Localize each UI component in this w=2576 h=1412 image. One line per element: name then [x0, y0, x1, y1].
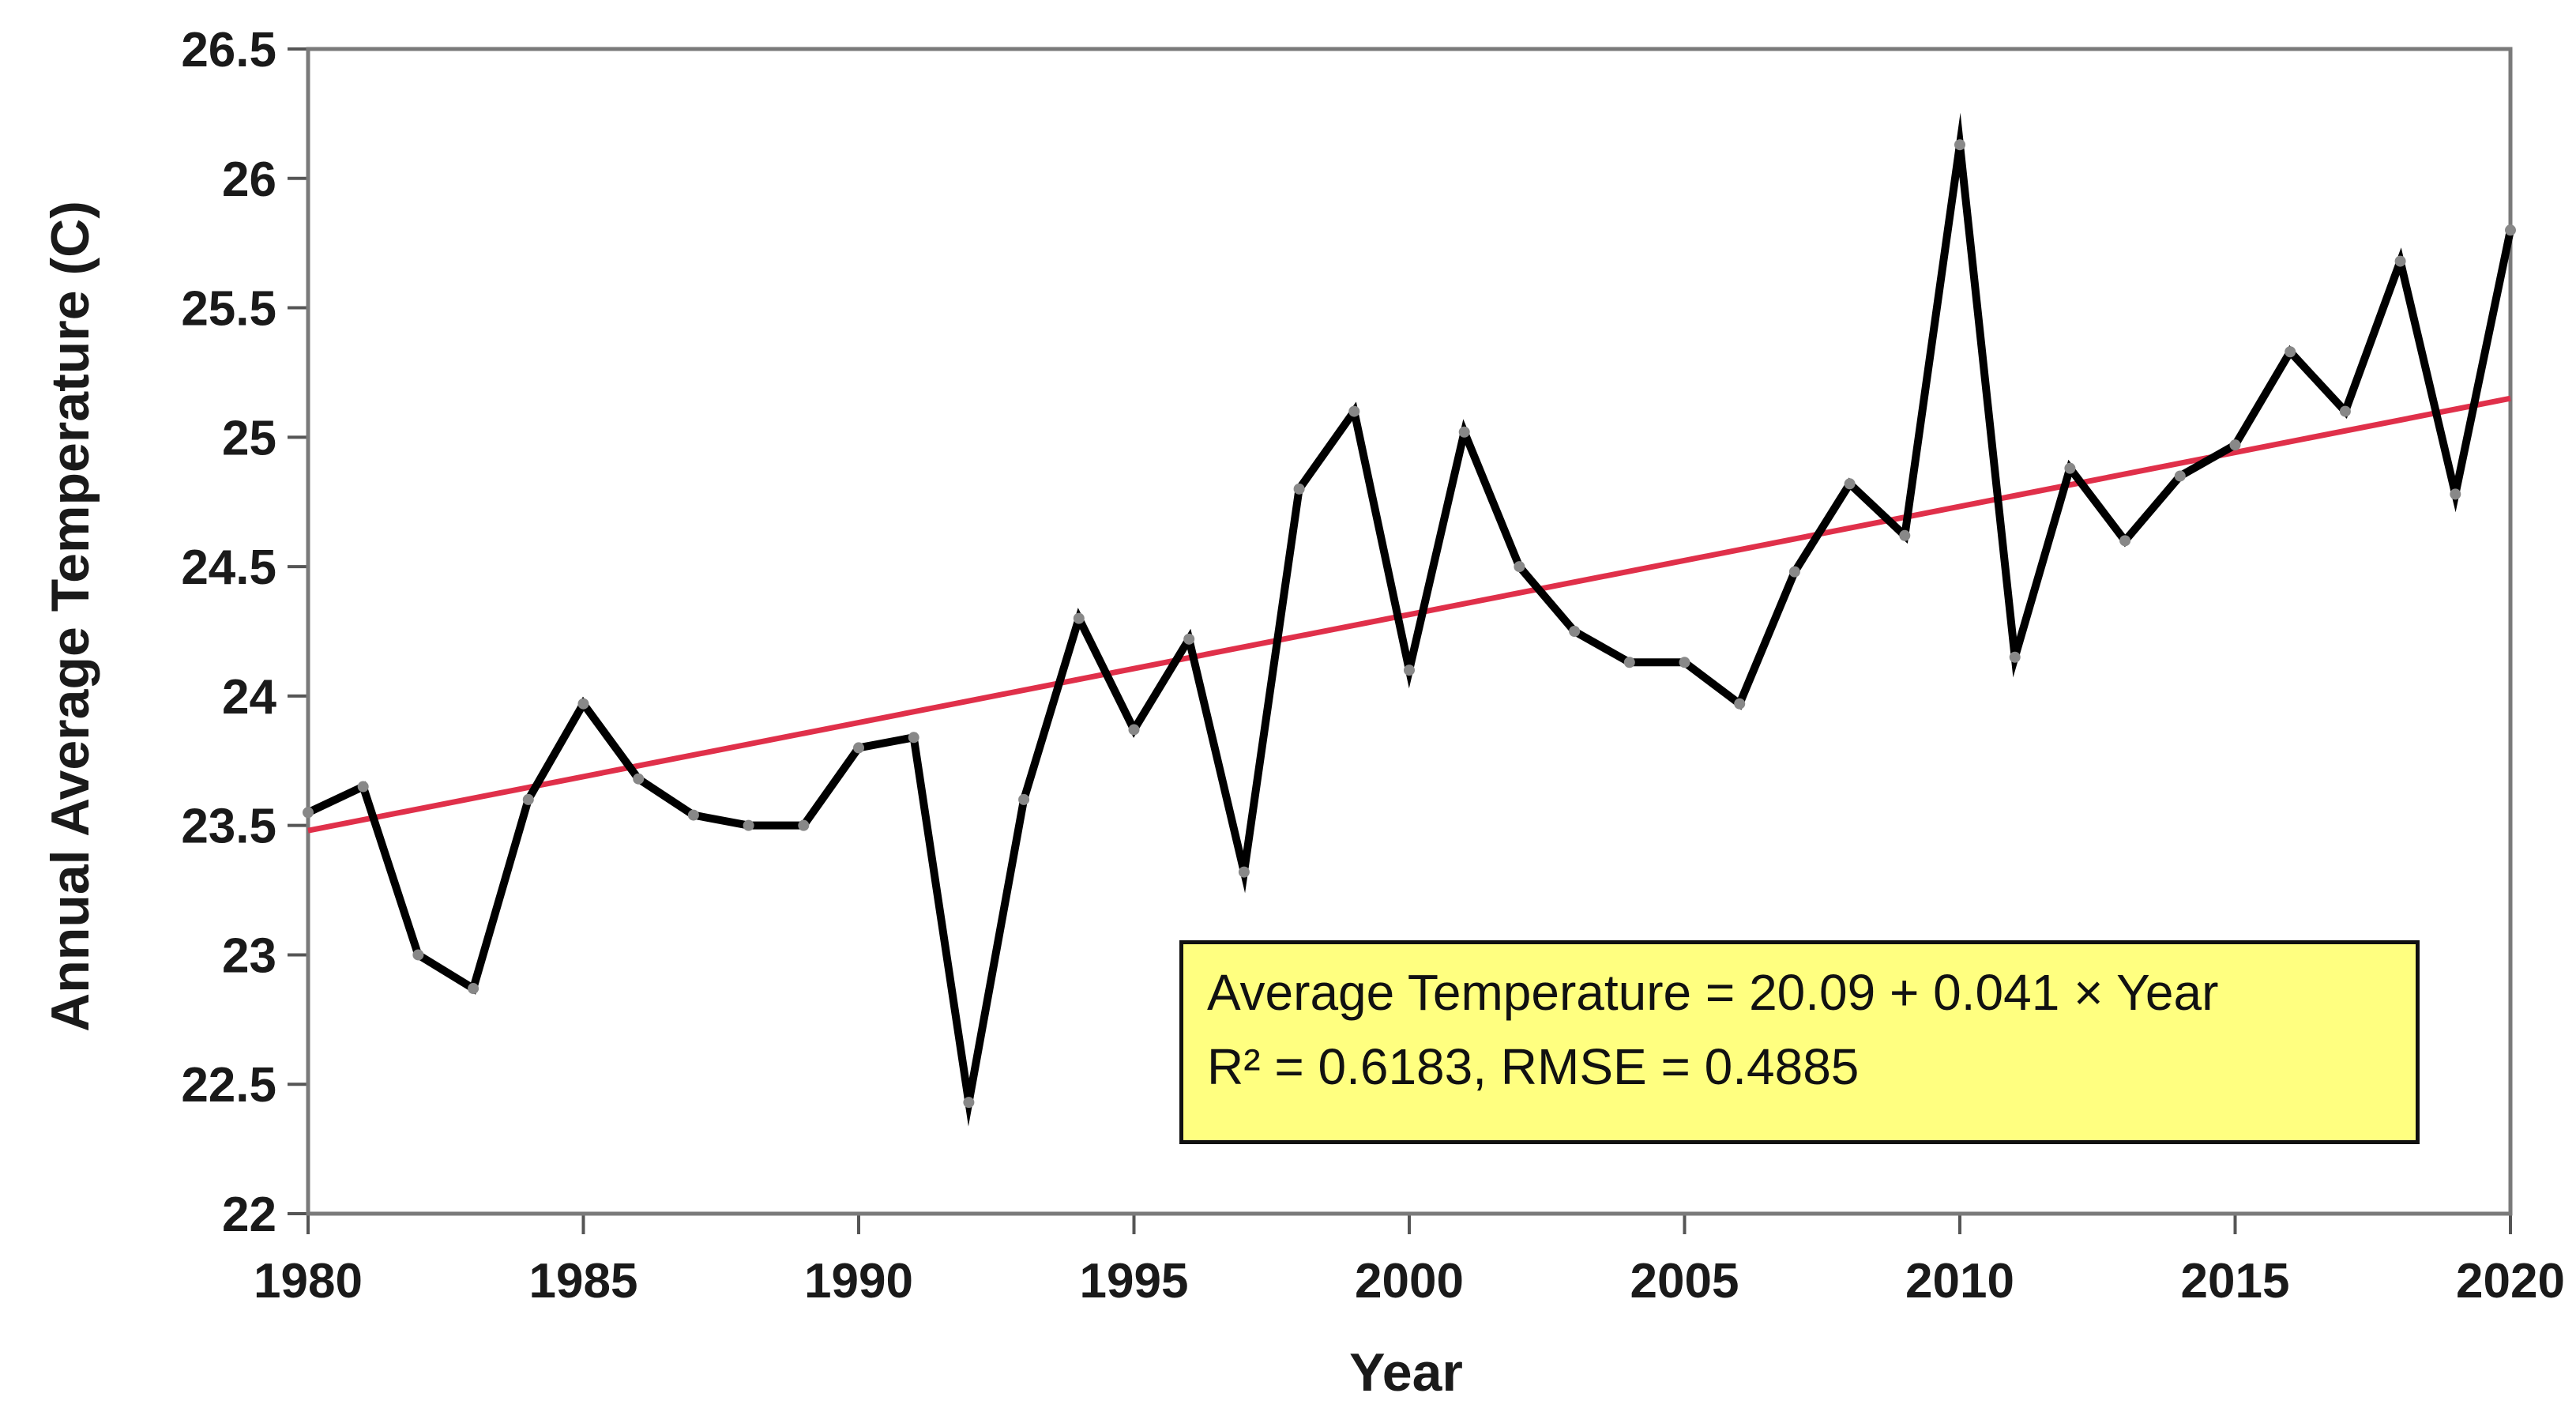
- series-layer: [303, 112, 2516, 1127]
- data-point: [2339, 405, 2351, 417]
- data-point: [2009, 651, 2021, 663]
- data-point: [1734, 698, 1746, 710]
- x-axis-ticks: 1980 1985 1990 1995 2000 2005 2010 2015 2020: [254, 1214, 2565, 1308]
- data-point: [1623, 657, 1635, 668]
- data-point: [1954, 139, 1965, 151]
- data-point: [798, 819, 810, 831]
- regression-stats: R² = 0.6183, RMSE = 0.4885: [1207, 1038, 1860, 1095]
- y-axis-title: Annual Average Temperature (C): [40, 201, 100, 1032]
- data-point: [853, 742, 864, 754]
- data-point: [577, 698, 589, 710]
- x-tick-label: 2010: [1905, 1254, 2014, 1308]
- data-point: [1073, 612, 1085, 624]
- data-point: [2285, 346, 2296, 358]
- regression-annotation-box: Average Temperature = 20.09 + 0.041 × Ye…: [1179, 940, 2420, 1144]
- x-tick-label: 2005: [1630, 1254, 1739, 1308]
- y-tick-label: 26: [222, 152, 276, 207]
- x-axis-title: Year: [1349, 1342, 1463, 1403]
- x-tick-label: 1980: [254, 1254, 363, 1308]
- y-tick-label: 26.5: [181, 23, 276, 77]
- y-tick-label: 22.5: [181, 1058, 276, 1113]
- y-tick-label: 23.5: [181, 800, 276, 854]
- data-point: [357, 781, 369, 793]
- regression-equation: Average Temperature = 20.09 + 0.041 × Ye…: [1207, 964, 2219, 1021]
- data-point: [2394, 255, 2406, 267]
- y-tick-label: 25: [222, 411, 276, 465]
- data-point: [2229, 439, 2241, 451]
- data-point: [1788, 566, 1800, 578]
- plot-area-frame: [306, 47, 2513, 1216]
- x-tick-label: 1995: [1080, 1254, 1189, 1308]
- data-point: [468, 983, 479, 995]
- data-point: [687, 809, 699, 821]
- x-tick-label: 2020: [2456, 1254, 2565, 1308]
- x-tick-label: 1990: [804, 1254, 913, 1308]
- data-point: [1183, 633, 1195, 645]
- data-point: [303, 807, 314, 819]
- y-tick-label: 24: [222, 670, 276, 725]
- data-point: [2450, 488, 2461, 500]
- data-point: [1238, 866, 1250, 878]
- data-point: [1899, 529, 1911, 541]
- data-point: [1404, 665, 1415, 676]
- x-tick-label: 2015: [2181, 1254, 2290, 1308]
- data-point: [1293, 483, 1305, 495]
- data-point: [1018, 793, 1030, 805]
- y-tick-label: 24.5: [181, 540, 276, 595]
- y-tick-label: 23: [222, 928, 276, 983]
- y-axis-ticks: 22 22.5 23 23.5 24 24.5 25 25.5 26 26.5: [181, 23, 308, 1242]
- data-point: [1128, 724, 1140, 736]
- data-point: [1458, 426, 1470, 438]
- data-point: [1348, 405, 1360, 417]
- x-tick-label: 1985: [529, 1254, 638, 1308]
- data-point: [2119, 535, 2131, 547]
- data-point: [2064, 462, 2076, 474]
- y-tick-label: 22: [222, 1188, 276, 1242]
- trend-line: [307, 395, 2511, 834]
- data-point: [743, 819, 754, 831]
- data-point: [1569, 626, 1581, 637]
- data-point: [908, 732, 919, 744]
- y-tick-label: 25.5: [181, 282, 276, 337]
- data-point: [1679, 657, 1690, 668]
- data-point: [1844, 478, 1856, 490]
- data-point: [522, 793, 534, 805]
- data-point: [2174, 470, 2186, 482]
- data-point: [1514, 561, 1525, 573]
- data-point: [963, 1097, 975, 1109]
- data-point: [2505, 224, 2516, 236]
- data-point: [412, 949, 424, 961]
- x-tick-label: 2000: [1355, 1254, 1464, 1308]
- data-point: [633, 773, 645, 785]
